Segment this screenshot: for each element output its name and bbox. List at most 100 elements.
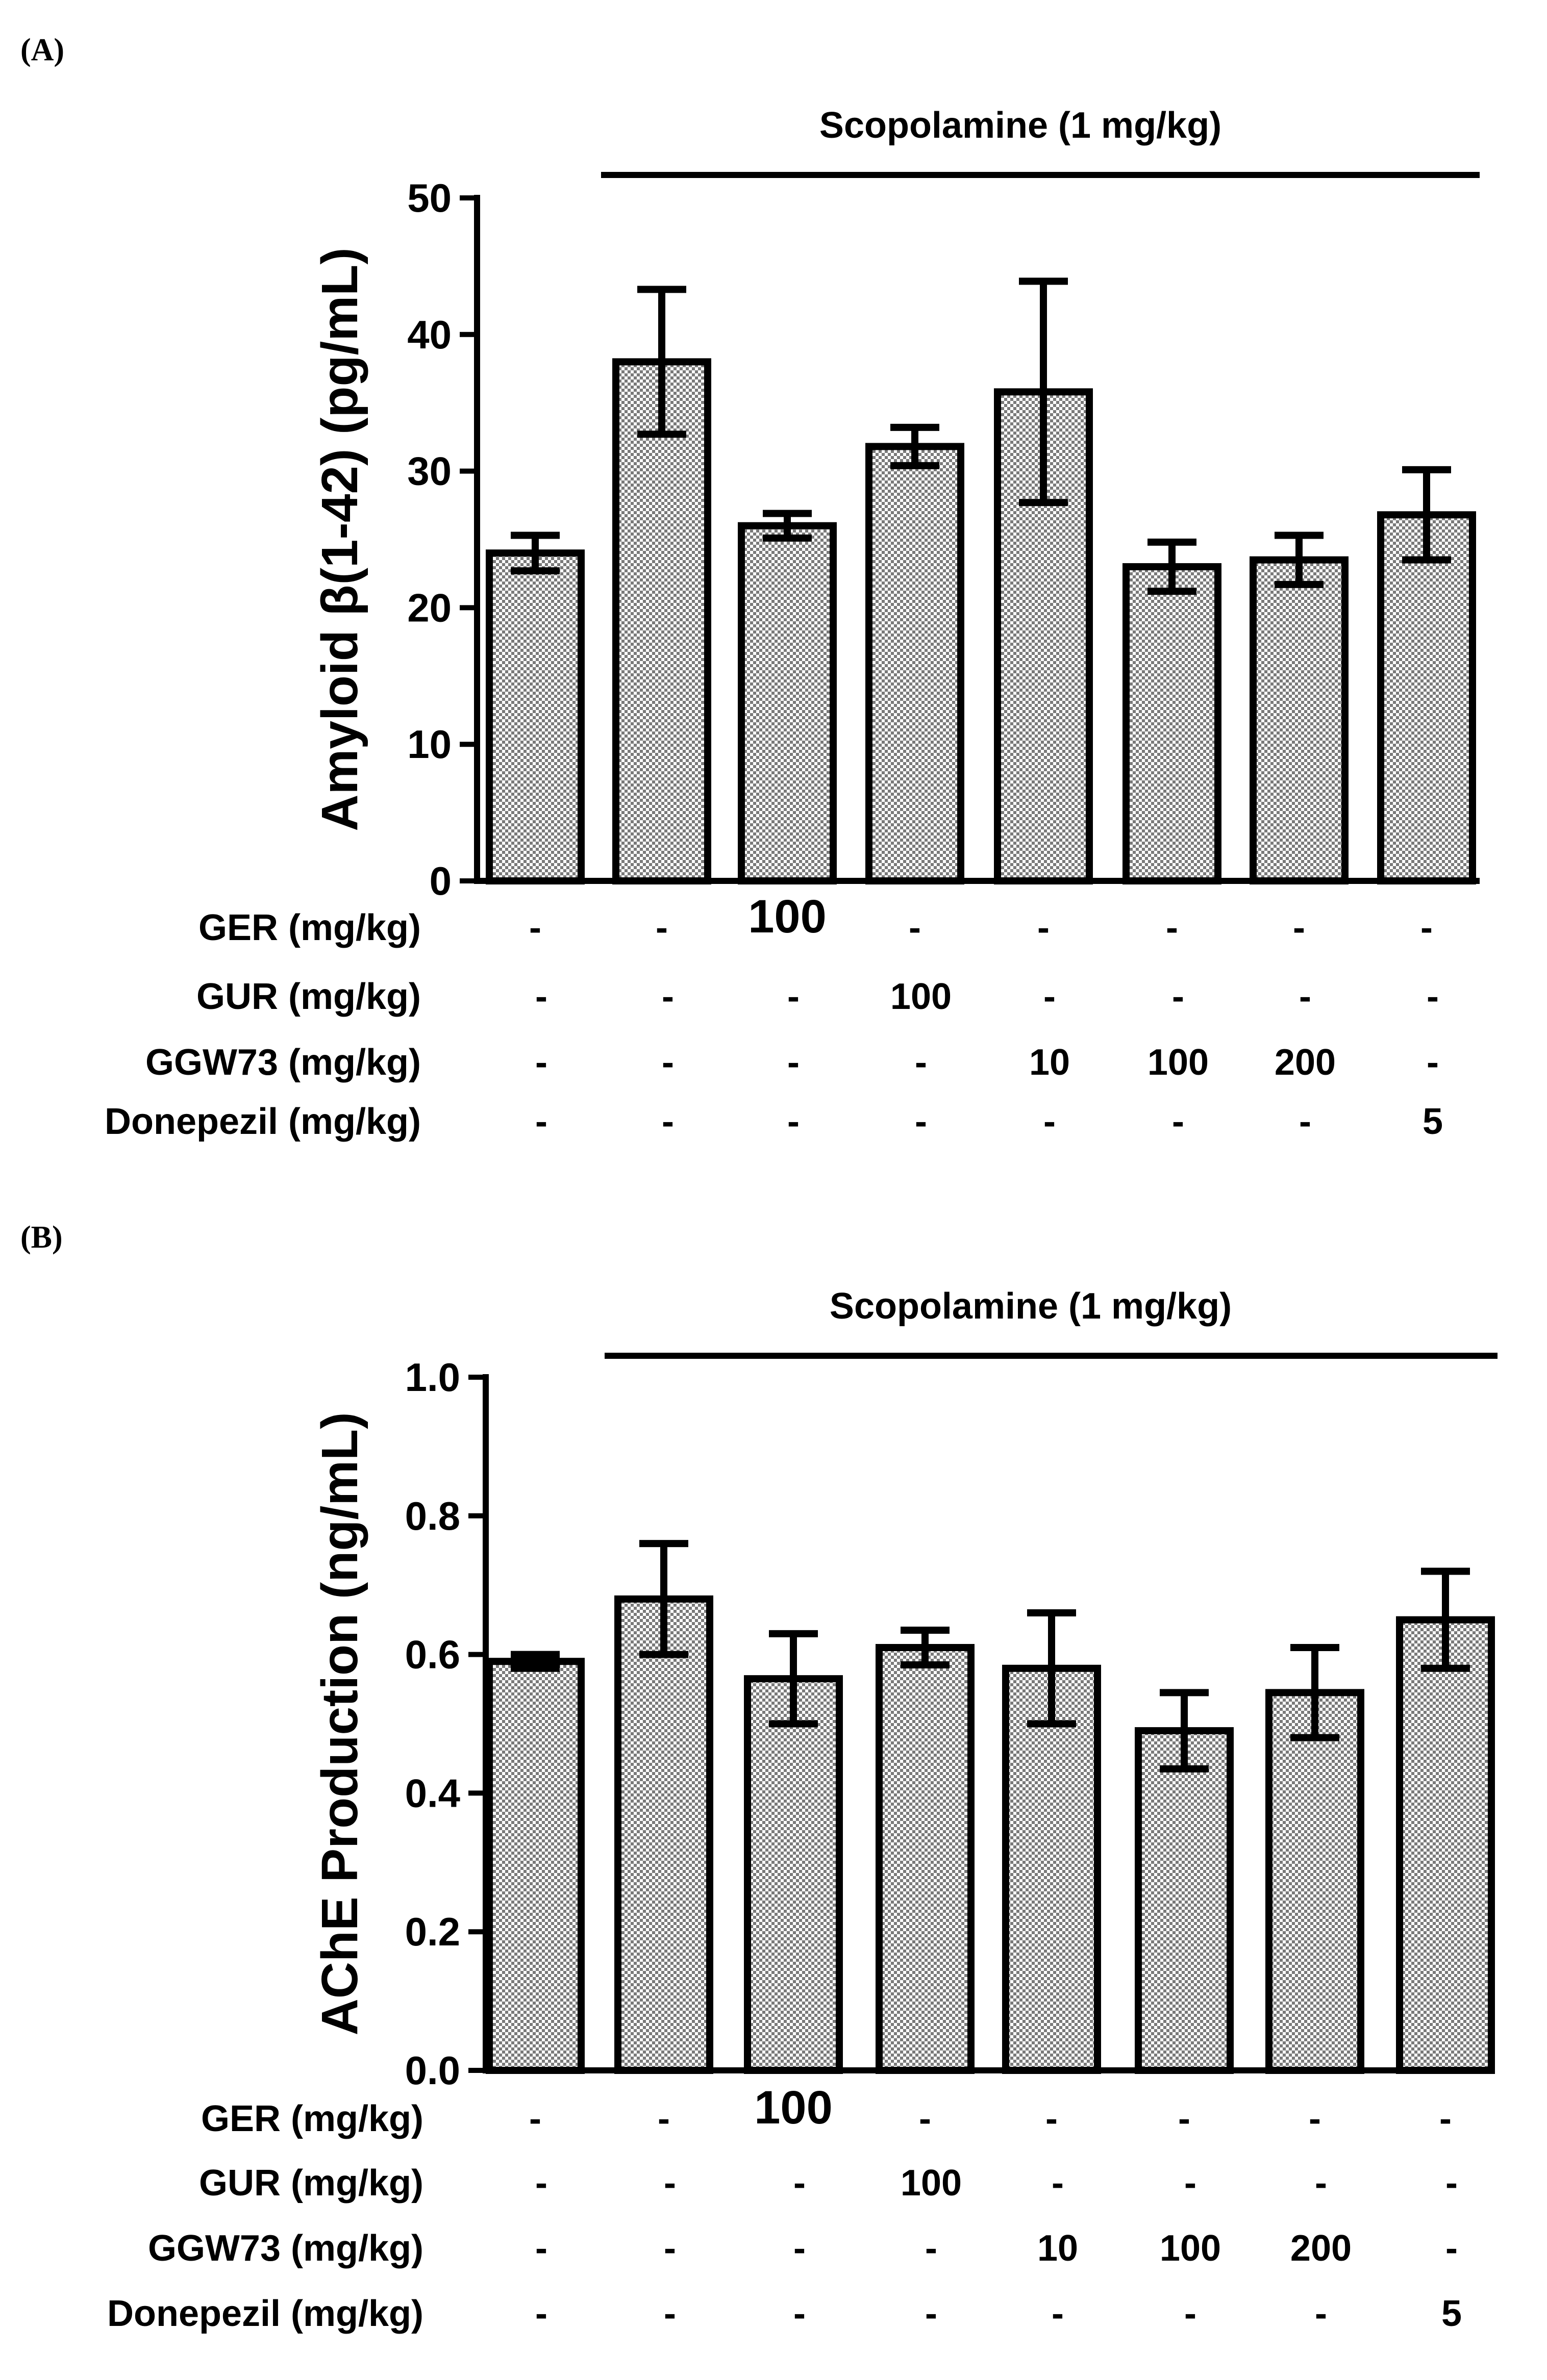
dose-cell-dash: - [535,976,547,1017]
dose-cell-dash: - [1299,976,1311,1017]
dose-cell-dash: - [662,1042,674,1083]
bar [486,549,585,884]
dose-cell-dash: - [915,1101,927,1142]
panel-label: (B) [20,1220,63,1255]
dose-cell-dash: - [787,1101,800,1142]
dose-cell-value: 5 [1423,1101,1443,1142]
dose-cell-dash: - [1445,2163,1458,2204]
dose-cell-dash: - [787,976,800,1017]
dose-cell-dash: - [535,2163,547,2204]
dose-cell-dash: - [1439,2098,1452,2139]
bar [865,443,964,884]
dose-cell-dash: - [1052,2163,1064,2204]
dose-cell-value: 200 [1275,1042,1336,1083]
bar [876,1644,975,2074]
panel-label: (A) [20,33,64,67]
dose-cell-dash: - [1315,2293,1327,2334]
dose-cell-dash: - [1299,1101,1311,1142]
dose-cell-dash: - [793,2293,806,2334]
dose-cell-value: 100 [1160,2228,1221,2269]
dose-cell-dash: - [1309,2098,1321,2139]
dose-cell-dash: - [1172,1101,1184,1142]
dose-row-label: GER (mg/kg) [198,907,421,948]
y-tick-label: 20 [407,585,452,630]
dose-cell-dash: - [1427,976,1439,1017]
y-axis-title: AChE Production (ng/mL) [311,1412,368,2035]
dose-cell-value: 100 [1147,1042,1209,1083]
bar [1250,556,1349,885]
dose-cell-dash: - [664,2163,676,2204]
dose-cell-dash: - [919,2098,931,2139]
dose-cell-dash: - [664,2228,676,2269]
dose-cell-value: 10 [1037,2228,1078,2269]
y-tick-label: 0.8 [405,1493,460,1538]
dose-cell-dash: - [1427,1042,1439,1083]
dose-cell-dash: - [793,2163,806,2204]
dose-cell-dash: - [1293,907,1305,948]
dose-cell-dash: - [925,2228,937,2269]
y-axis-title: Amyloid β(1-42) (pg/mL) [311,247,368,831]
dose-cell-dash: - [662,976,674,1017]
y-tick-label: 0.2 [405,1909,460,1954]
bar [612,358,711,884]
dose-cell-value: 100 [748,891,827,943]
dose-row-label: Donepezil (mg/kg) [105,1101,421,1142]
y-tick-label: 0 [430,858,452,903]
bar [614,1595,713,2074]
dose-cell-dash: - [1184,2163,1196,2204]
y-tick-label: 0.6 [405,1632,460,1677]
dose-cell-dash: - [535,1042,547,1083]
bar [1377,511,1476,884]
chart-panel-b: (B) Scopolamine (1 mg/kg) 0.0 0.2 0.4 0.6 0.8 1… [20,1220,1498,2334]
dose-cell-dash: - [1184,2293,1196,2334]
dose-row-label: GUR (mg/kg) [199,2163,423,2204]
y-tick-label: 40 [407,312,452,357]
dose-cell-dash: - [915,1042,927,1083]
dose-cell-dash: - [1178,2098,1190,2139]
dose-row-label: GGW73 (mg/kg) [145,1042,421,1083]
y-tick-label: 50 [407,175,452,220]
dose-cell-dash: - [1420,907,1433,948]
dose-cell-dash: - [656,907,668,948]
bar [994,388,1093,884]
dose-cell-dash: - [535,1101,547,1142]
bar [1396,1616,1495,2074]
dose-cell-dash: - [1043,1101,1056,1142]
bar [1002,1664,1101,2074]
treatment-label: Scopolamine (1 mg/kg) [819,105,1221,146]
dose-row-label: GGW73 (mg/kg) [148,2228,423,2269]
dose-cell-value: 5 [1441,2293,1462,2334]
bar [486,1658,585,2074]
dose-cell-value: 10 [1029,1042,1070,1083]
y-tick-label: 0.0 [405,2048,460,2093]
bar [1122,563,1221,885]
dose-cell-value: 100 [890,976,952,1017]
dose-cell-value: 100 [754,2082,833,2134]
dose-row-label: Donepezil (mg/kg) [107,2293,423,2334]
dose-cell-dash: - [535,2293,547,2334]
y-tick-label: 10 [407,722,452,767]
dose-cell-dash: - [664,2293,676,2334]
treatment-label: Scopolamine (1 mg/kg) [830,1286,1232,1327]
dose-cell-dash: - [1445,2228,1458,2269]
bar [1265,1689,1364,2074]
bar [738,522,837,884]
y-tick-label: 1.0 [405,1355,460,1400]
y-tick-label: 30 [407,449,452,494]
dose-cell-dash: - [529,907,541,948]
dose-cell-dash: - [1037,907,1050,948]
dose-cell-dash: - [1315,2163,1327,2204]
dose-cell-dash: - [925,2293,937,2334]
dose-cell-dash: - [658,2098,670,2139]
dose-row-label: GUR (mg/kg) [196,976,421,1017]
dose-row-label: GER (mg/kg) [201,2098,423,2139]
dose-cell-dash: - [662,1101,674,1142]
dose-cell-value: 100 [901,2163,962,2204]
bar [744,1675,843,2074]
chart-panel-a: (A) Scopolamine (1 mg/kg) 0 10 20 30 40 50 Amylo… [20,33,1480,1142]
dose-cell-dash: - [1052,2293,1064,2334]
bar [1135,1727,1234,2074]
dose-cell-dash: - [909,907,921,948]
dose-cell-dash: - [787,1042,800,1083]
